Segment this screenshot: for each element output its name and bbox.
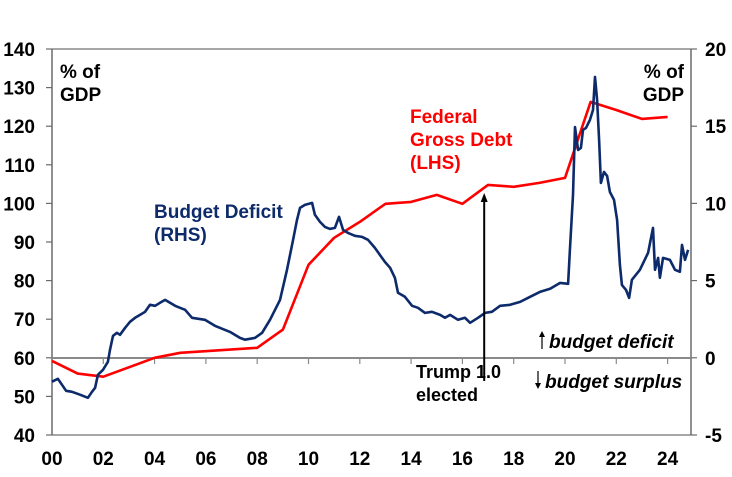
left-tick-label: 100: [3, 194, 35, 215]
x-tick-label: 08: [247, 449, 268, 470]
left-axis-ticks: 140 130 120 110 100 90 80 70 60 50 40: [3, 40, 52, 447]
x-tick-label: 18: [503, 449, 524, 470]
right-tick-label: 10: [705, 194, 726, 215]
right-tick-label: -5: [705, 426, 722, 447]
x-tick-label: 00: [41, 449, 62, 470]
x-tick-label: 20: [554, 449, 575, 470]
right-tick-label: 5: [705, 272, 716, 293]
x-tick-label: 22: [606, 449, 627, 470]
deficit-label-line2: (RHS): [154, 225, 207, 246]
left-tick-label: 70: [14, 310, 35, 331]
left-tick-label: 60: [14, 349, 35, 370]
right-axis-ticks: 20 15 10 5 0 -5: [691, 40, 727, 447]
x-tick-label: 12: [349, 449, 370, 470]
left-tick-label: 120: [3, 117, 35, 138]
left-tick-label: 110: [4, 156, 35, 177]
arrow-up-icon-head: [539, 331, 545, 337]
event-label-line1: Trump 1.0: [416, 362, 501, 382]
arrow-down-icon-head: [535, 383, 541, 389]
right-axis-unit-line2: GDP: [643, 85, 685, 106]
right-axis-unit-line1: % of: [644, 62, 685, 83]
left-tick-label: 50: [14, 387, 35, 408]
deficit-label-line1: Budget Deficit: [154, 202, 283, 223]
left-tick-label: 90: [14, 233, 35, 254]
left-tick-label: 40: [14, 426, 35, 447]
left-axis-unit-line1: % of: [60, 62, 101, 83]
x-tick-label: 06: [195, 449, 216, 470]
x-tick-label: 14: [401, 449, 423, 470]
event-label-line2: elected: [416, 385, 478, 405]
x-tick-label: 02: [93, 449, 114, 470]
right-tick-label: 15: [705, 117, 727, 138]
x-axis-ticks: 00 02 04 06 08 10 12 14 16 18 20 22 24: [41, 358, 679, 470]
budget-deficit-note: budget deficit: [549, 332, 674, 353]
x-tick-label: 24: [657, 449, 679, 470]
x-tick-label: 10: [298, 449, 319, 470]
debt-label-line1: Federal: [410, 107, 478, 128]
series-line-budget-deficit: [51, 75, 690, 400]
left-tick-label: 140: [3, 40, 35, 61]
x-tick-label: 16: [452, 449, 473, 470]
right-tick-label: 0: [705, 349, 716, 370]
event-arrowhead-icon: [480, 193, 488, 202]
x-tick-label: 04: [144, 449, 166, 470]
left-axis-unit-line2: GDP: [60, 85, 102, 106]
budget-surplus-note: budget surplus: [545, 372, 682, 393]
debt-label-line3: (LHS): [410, 153, 461, 174]
left-tick-label: 130: [3, 79, 35, 100]
left-tick-label: 80: [14, 272, 35, 293]
right-tick-label: 20: [705, 40, 726, 61]
debt-label-line2: Gross Debt: [410, 130, 513, 151]
